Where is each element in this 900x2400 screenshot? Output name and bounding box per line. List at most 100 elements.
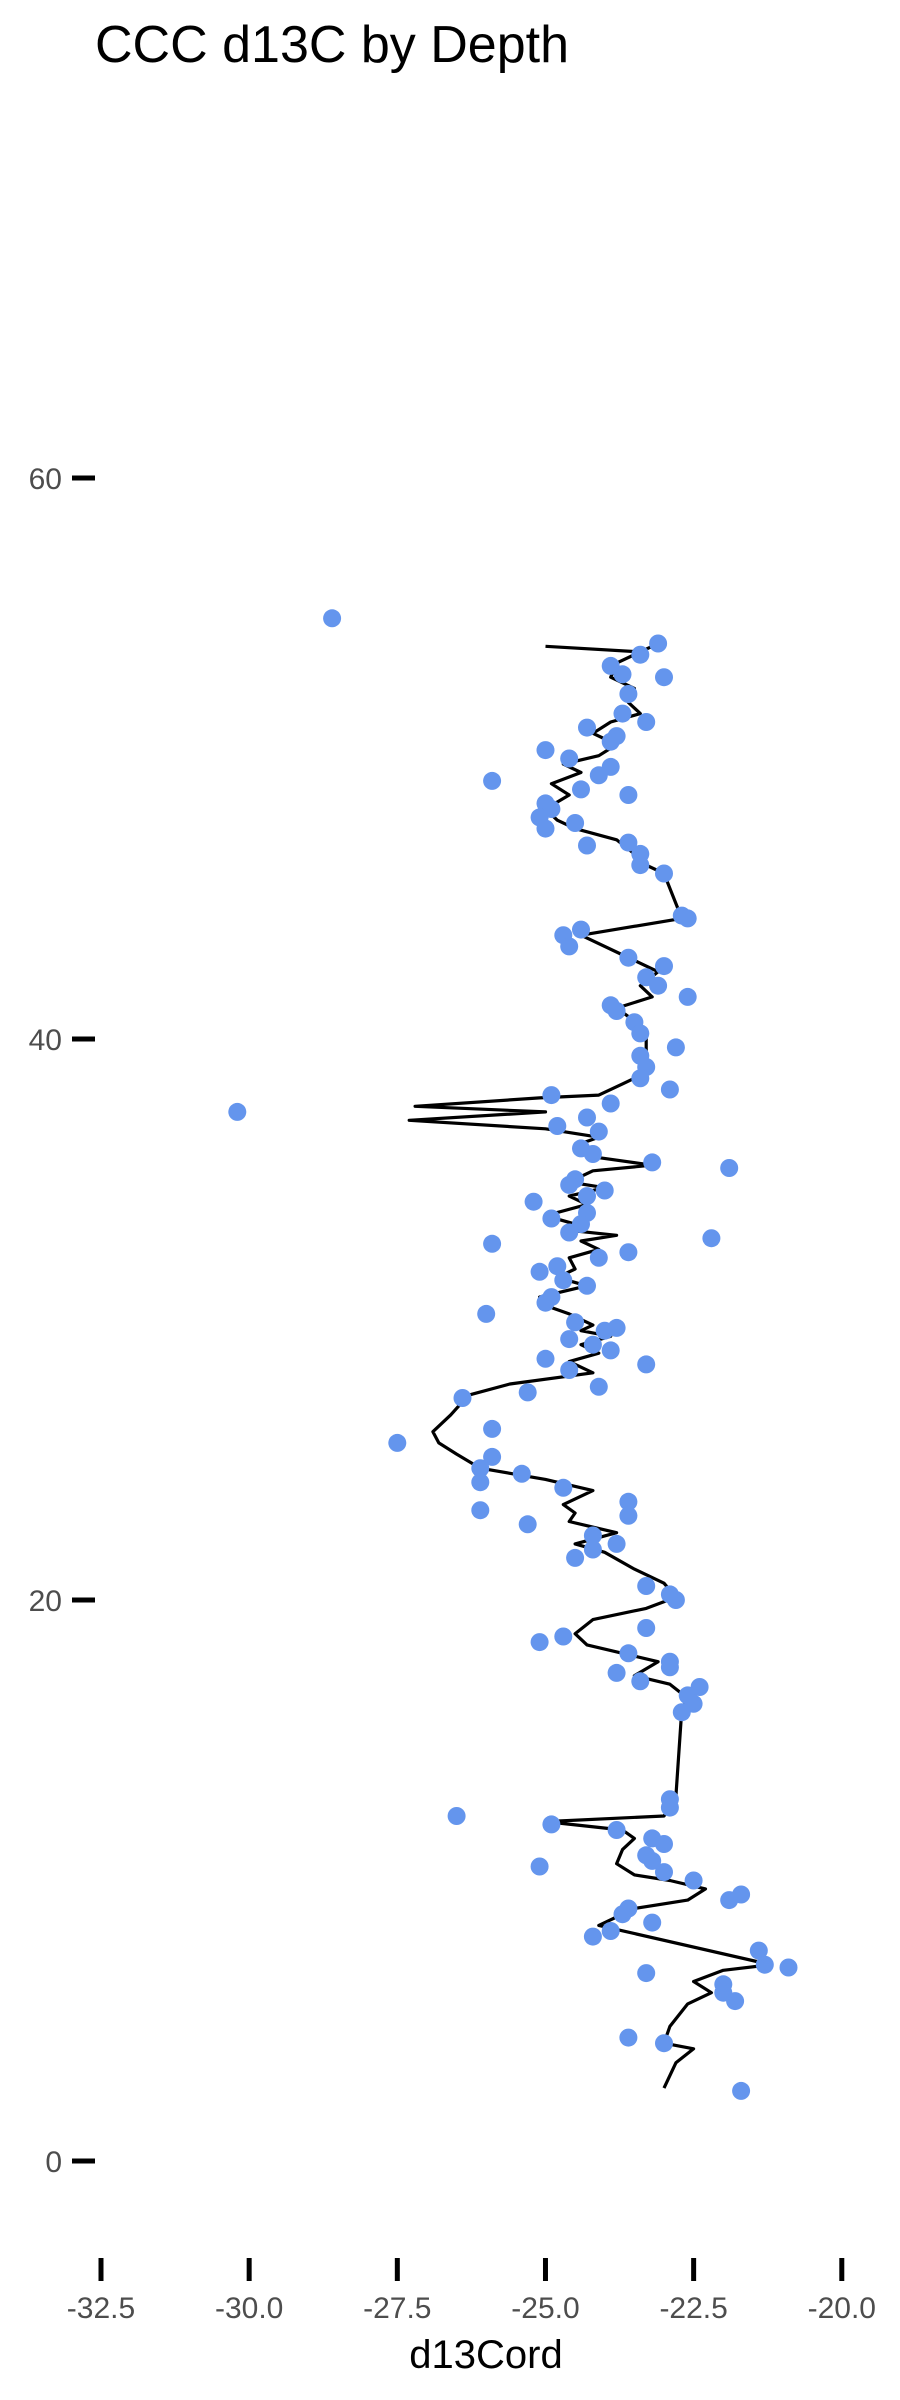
data-point [483, 1447, 502, 1466]
data-point [660, 1798, 679, 1817]
data-point [228, 1102, 247, 1121]
data-point [637, 1577, 656, 1595]
data-point [483, 1419, 502, 1438]
data-point [566, 1548, 585, 1567]
data-point [560, 749, 579, 768]
data-point [595, 1321, 614, 1340]
data-point [524, 1192, 543, 1211]
data-point [619, 1506, 638, 1525]
data-point [631, 645, 650, 664]
data-point [655, 1835, 673, 1853]
data-point [666, 1038, 685, 1057]
trend-line-series [407, 644, 773, 2089]
data-point [388, 1433, 407, 1452]
data-point [542, 1086, 561, 1105]
data-point [637, 713, 656, 731]
data-point [578, 1187, 596, 1206]
data-point [702, 1229, 721, 1248]
data-point [530, 1262, 549, 1281]
data-point [601, 1094, 620, 1113]
chart-title: CCC d13C by Depth [95, 16, 569, 74]
data-point [655, 1863, 673, 1882]
data-point [560, 1223, 579, 1242]
data-point [619, 786, 638, 804]
y-tick-label: 0 [45, 2146, 62, 2179]
data-point [578, 1276, 596, 1295]
data-point [554, 1478, 573, 1497]
data-point [637, 1964, 656, 1983]
data-point [518, 1383, 537, 1402]
data-point [583, 1526, 602, 1545]
data-point [631, 1672, 650, 1691]
data-point [655, 668, 673, 687]
data-point [649, 634, 668, 653]
data-point [613, 665, 632, 684]
data-point [643, 1153, 662, 1172]
data-point [518, 1515, 537, 1534]
data-point [536, 741, 555, 760]
data-point [732, 2081, 751, 2100]
data-point [548, 1117, 567, 1135]
x-tick-label: -25.0 [511, 2292, 579, 2325]
data-point [583, 1540, 602, 1559]
data-point [755, 1955, 774, 1974]
data-point [732, 1885, 751, 1904]
x-tick-label: -30.0 [215, 2292, 283, 2325]
trend-line [407, 644, 773, 2089]
data-point [536, 819, 555, 838]
data-point [560, 1175, 579, 1194]
data-point [583, 1145, 602, 1163]
data-point [660, 1658, 679, 1677]
data-point [637, 1619, 656, 1637]
data-point [542, 1209, 561, 1228]
data-point [578, 718, 596, 737]
data-point [643, 1851, 662, 1870]
y-tick-label: 40 [29, 1024, 62, 1057]
data-point [566, 1313, 585, 1332]
data-point [477, 1304, 496, 1323]
data-point [749, 1941, 768, 1960]
data-point [595, 1181, 614, 1200]
data-point [512, 1464, 531, 1483]
data-point [619, 685, 638, 703]
data-point [471, 1473, 490, 1492]
data-point [607, 1821, 626, 1839]
data-point [601, 1341, 620, 1360]
data-point [583, 1335, 602, 1354]
data-point [720, 1159, 739, 1177]
data-point [619, 1492, 638, 1511]
y-tick-label: 20 [29, 1585, 62, 1618]
data-point [613, 1905, 632, 1924]
data-point [554, 1271, 573, 1290]
data-point [660, 1080, 679, 1099]
x-axis-title: d13Cord [409, 2333, 562, 2377]
data-point [631, 1069, 650, 1088]
data-point [619, 1243, 638, 1262]
data-point [453, 1389, 472, 1407]
data-point [560, 1330, 579, 1349]
data-point [678, 987, 697, 1006]
data-point [655, 864, 673, 883]
data-point [613, 704, 632, 723]
data-point [589, 766, 608, 785]
data-point [643, 1913, 662, 1932]
x-axis: -32.5 -30.0 -27.5 -25.0 -22.5 -20.0 [67, 2258, 876, 2325]
x-tick-label: -32.5 [67, 2292, 135, 2325]
data-point [554, 1627, 573, 1646]
data-point [583, 1927, 602, 1946]
data-point [572, 780, 590, 799]
data-point [619, 2028, 638, 2047]
data-point [536, 1349, 555, 1368]
data-point [572, 920, 590, 939]
data-point [471, 1459, 490, 1478]
data-point [631, 1024, 650, 1043]
data-point [530, 1857, 549, 1876]
scatter-series [228, 609, 798, 2100]
y-tick-label: 60 [29, 463, 62, 496]
data-point [530, 1633, 549, 1652]
data-point [726, 1992, 745, 2011]
data-point [536, 1293, 555, 1312]
data-point [447, 1807, 466, 1825]
data-point [548, 1257, 567, 1276]
data-point [542, 1815, 561, 1834]
